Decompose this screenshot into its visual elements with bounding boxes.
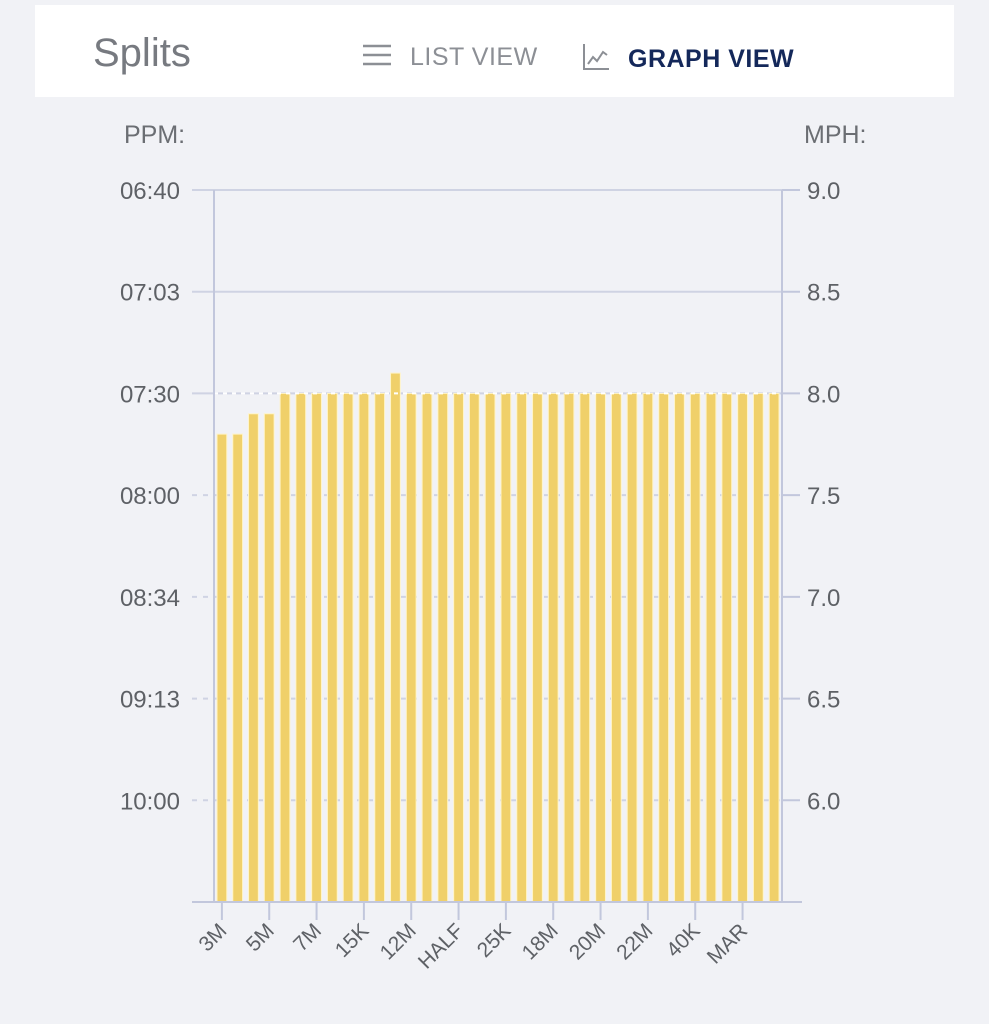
- list-view-button[interactable]: LIST VIEW: [362, 43, 538, 72]
- x-tick-label: 22M: [612, 919, 657, 964]
- bar: [374, 392, 386, 903]
- tick-labels: 9.0 06:40 8.5 07:03 8.0 07:30 7.5 08:00 7.0 08:34…: [120, 178, 840, 973]
- left-tick-label: 07:30: [120, 381, 180, 408]
- bar: [390, 372, 401, 903]
- x-tick-label: HALF: [414, 919, 468, 973]
- left-tick-label: 08:00: [120, 483, 180, 510]
- bar: [248, 413, 259, 903]
- left-tick-label: 10:00: [120, 788, 180, 815]
- list-icon: [362, 43, 392, 72]
- graph-view-label: GRAPH VIEW: [628, 45, 795, 73]
- bar: [516, 392, 528, 903]
- bar: [721, 392, 733, 903]
- bar: [658, 392, 670, 903]
- left-tick-label: 08:34: [120, 585, 180, 612]
- right-axis-title: MPH:: [804, 121, 867, 149]
- x-tick-label: 25K: [473, 919, 516, 962]
- right-tick-label: 7.0: [807, 585, 840, 612]
- bar: [295, 392, 307, 903]
- bar: [642, 392, 654, 903]
- bar: [232, 433, 244, 903]
- bar: [468, 392, 480, 903]
- bar: [342, 392, 354, 903]
- x-tick-label: 20M: [565, 919, 610, 964]
- right-tick-label: 7.5: [807, 483, 840, 510]
- left-axis-title: PPM:: [124, 121, 185, 149]
- x-tick-label: MAR: [703, 919, 752, 968]
- bar: [484, 392, 496, 903]
- x-tick-label: 5M: [242, 919, 279, 956]
- right-tick-label: 9.0: [807, 178, 840, 205]
- bar: [595, 392, 606, 903]
- list-view-label: LIST VIEW: [410, 43, 538, 71]
- bar: [532, 392, 543, 903]
- bar: [579, 392, 591, 903]
- graph-view-button[interactable]: GRAPH VIEW: [582, 43, 794, 76]
- bar: [563, 392, 575, 903]
- bar: [500, 392, 512, 903]
- right-tick-label: 6.0: [807, 788, 840, 815]
- bars: [214, 372, 782, 903]
- x-tick-label: 40K: [662, 919, 705, 962]
- page-title: Splits: [93, 31, 191, 75]
- bar: [674, 392, 685, 903]
- x-tick-label: 3M: [195, 919, 232, 956]
- right-tick-label: 6.5: [807, 687, 840, 714]
- x-tick-label: 15K: [331, 919, 374, 962]
- right-tick-label: 8.0: [807, 381, 840, 408]
- left-tick-label: 09:13: [120, 687, 180, 714]
- bar: [437, 392, 449, 903]
- line-chart-icon: [582, 43, 610, 76]
- bar: [705, 392, 717, 903]
- bar: [326, 392, 338, 903]
- bar: [737, 392, 748, 903]
- bar: [358, 392, 370, 903]
- x-tick-label: 18M: [518, 919, 563, 964]
- header-card: Splits LIST VIEW GRAPH VIEW: [35, 5, 954, 97]
- axes: [192, 189, 802, 920]
- bar: [216, 433, 228, 903]
- bar: [421, 392, 433, 903]
- bar: [405, 392, 417, 903]
- bar: [547, 392, 559, 903]
- bar: [689, 392, 701, 903]
- bar: [311, 392, 322, 903]
- bar: [626, 392, 638, 903]
- bar: [752, 392, 764, 903]
- x-tick-label: 7M: [289, 919, 326, 956]
- left-tick-label: 06:40: [120, 178, 180, 205]
- right-tick-label: 8.5: [807, 280, 840, 307]
- bar: [263, 413, 275, 903]
- left-tick-label: 07:03: [120, 280, 180, 307]
- bar: [279, 392, 291, 903]
- bar: [453, 392, 464, 903]
- bar: [768, 392, 780, 903]
- bar: [610, 392, 622, 903]
